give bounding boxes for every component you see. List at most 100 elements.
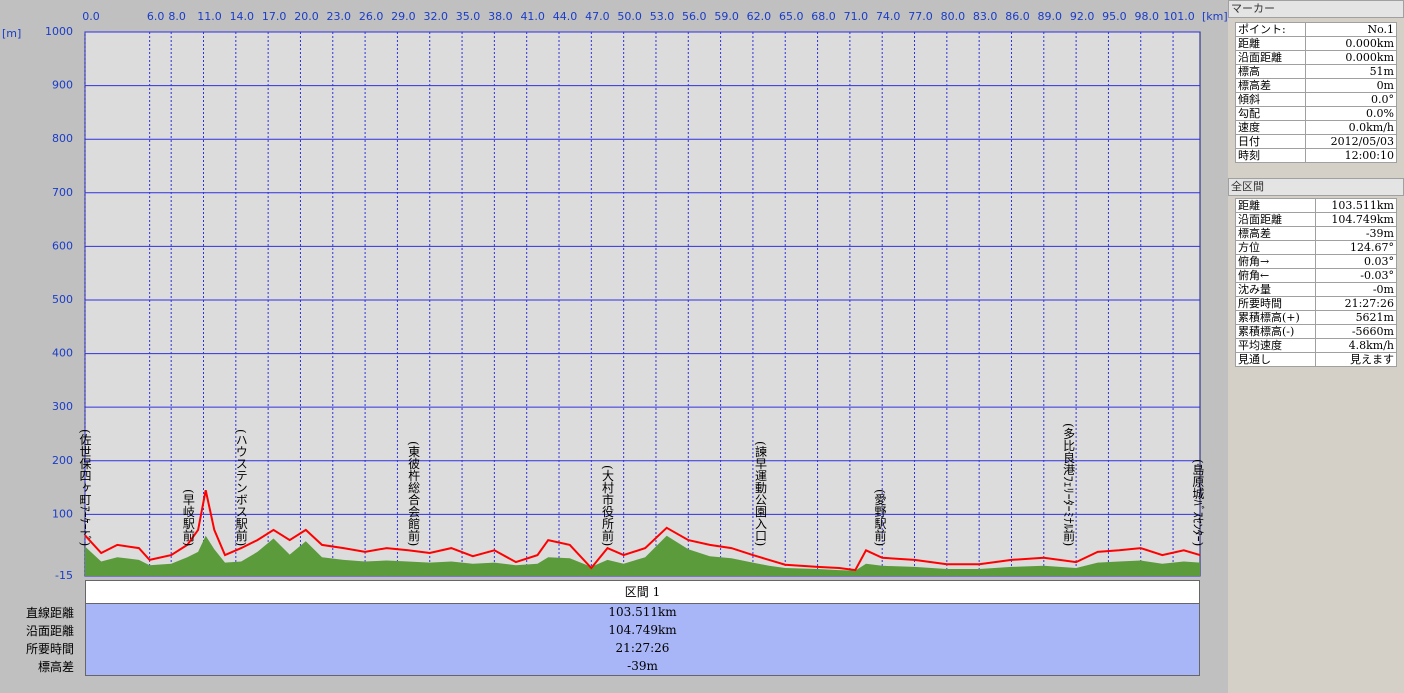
x-tick-label: 92.0 [1070,10,1095,23]
waypoint-label: (多比良港ﾌｪﾘｰﾀｰﾐﾅﾙ前) [1061,422,1076,546]
waypoint-label: (大村市役所前) [600,464,615,546]
x-tick-label: 35.0 [456,10,481,23]
row-value: 0m [1305,78,1397,93]
row-value: 51m [1305,64,1397,79]
panel-row: 傾斜 0.0° [1234,92,1397,107]
x-tick-label: 32.0 [423,10,448,23]
row-label: 見通し [1234,352,1317,367]
y-tick-label: 600 [52,239,73,252]
row-value: -0.03° [1315,268,1397,283]
segment-header: 区間 1 [85,580,1200,604]
waypoint-label: (諫早運動公園入口) [753,440,768,546]
row-value: 5621m [1315,310,1397,325]
row-value: -39m [1315,226,1397,241]
marker-table: ポイント: No.1 距離 0.000km 沿面距離 0.000km 標高 51m 標高差 0m 傾… [1234,22,1397,163]
row-label: 距離 [1234,198,1317,213]
segment-label: 直線距離 [25,606,74,620]
x-tick-label: 41.0 [520,10,545,23]
x-tick-label: 101.0 [1163,10,1195,23]
segment-body: 103.511km 104.749km 21:27:26 -39m [85,603,1200,676]
x-tick-label: 50.0 [617,10,642,23]
row-label: 俯角→ [1234,254,1317,269]
x-tick-label: 62.0 [747,10,772,23]
row-label: 時刻 [1234,148,1307,163]
row-label: 俯角← [1234,268,1317,283]
panel-row: 沈み量 -0m [1234,282,1397,297]
row-label: 速度 [1234,120,1307,135]
elevation-line [84,489,1201,572]
y-tick-label: 400 [52,347,73,360]
panel-row: 勾配 0.0% [1234,106,1397,121]
row-value: 124.67° [1315,240,1397,255]
x-tick-label: 98.0 [1134,10,1159,23]
total-table: 距離 103.511km 沿面距離 104.749km 標高差 -39m 方位 124.67°… [1234,198,1397,367]
x-tick-label: 71.0 [844,10,869,23]
row-value: -0m [1315,282,1397,297]
segment-label: 標高差 [37,660,74,674]
x-tick-label: 56.0 [682,10,707,23]
panel-row: ポイント: No.1 [1234,22,1397,37]
x-tick-label: 44.0 [553,10,578,23]
panel-row: 速度 0.0km/h [1234,120,1397,135]
x-tick-label: 74.0 [876,10,901,23]
segment-value: -39m [627,659,658,673]
panel-row: 累積標高(-) -5660m [1234,324,1397,339]
y-tick-label: 100 [52,507,73,520]
terrain-area [85,535,1200,576]
row-label: 距離 [1234,36,1307,51]
panel-row: 沿面距離 104.749km [1234,212,1397,227]
x-tick-label: 89.0 [1038,10,1063,23]
row-label: 沿面距離 [1234,212,1317,227]
row-label: 傾斜 [1234,92,1307,107]
x-tick-label: 95.0 [1102,10,1127,23]
segment-value: 103.511km [608,605,677,619]
x-tick-label: 20.0 [294,10,319,23]
row-label: 所要時間 [1234,296,1317,311]
x-tick-label: 14.0 [230,10,255,23]
waypoint-label: (早岐駅前) [181,488,196,546]
row-value: 103.511km [1315,198,1397,213]
waypoint-label: (ハウステンボス駅前) [234,428,249,546]
row-label: 勾配 [1234,106,1307,121]
x-tick-label: 26.0 [359,10,384,23]
x-tick-label: 77.0 [908,10,933,23]
panel-row: 見通し 見えます [1234,352,1397,367]
row-label: ポイント: [1234,22,1307,37]
waypoint-label: (佐世保四ヶ町ｱｰｹｰﾄﾞ) [78,428,92,546]
y-tick-label: 700 [52,186,73,199]
x-tick-label: 59.0 [714,10,739,23]
x-tick-label: 68.0 [811,10,836,23]
x-tick-label: 8.0 [168,10,186,23]
panel-row: 標高 51m [1234,64,1397,79]
row-label: 標高差 [1234,226,1317,241]
row-value: -5660m [1315,324,1397,339]
row-label: 沈み量 [1234,282,1317,297]
segment-label: 沿面距離 [25,624,74,638]
segment-value: 21:27:26 [615,641,670,655]
segment-label: 所要時間 [25,642,74,656]
panel-row: 俯角← -0.03° [1234,268,1397,283]
row-label: 累積標高(+) [1234,310,1317,325]
panel-row: 距離 103.511km [1234,198,1397,213]
x-tick-label: 23.0 [327,10,352,23]
row-value: 0.0° [1305,92,1397,107]
panel-row: 累積標高(+) 5621m [1234,310,1397,325]
x-tick-label: 83.0 [973,10,998,23]
y-tick-label: 300 [52,400,73,413]
row-value: 12:00:10 [1305,148,1397,163]
panel-row: 方位 124.67° [1234,240,1397,255]
panel-row: 標高差 0m [1234,78,1397,93]
y-axis-label: [m] [2,27,21,40]
y-tick-label: 500 [52,293,73,306]
row-value: 2012/05/03 [1305,134,1397,149]
x-tick-label: 0.0 [82,10,100,23]
waypoint-label: (愛野駅前) [873,488,888,546]
row-label: 方位 [1234,240,1317,255]
row-label: 標高差 [1234,78,1307,93]
row-value: 21:27:26 [1315,296,1397,311]
x-tick-label: 80.0 [941,10,966,23]
row-value: 0.0km/h [1305,120,1397,135]
total-title: 全区間 [1228,178,1404,196]
row-value: 0.000km [1305,50,1397,65]
